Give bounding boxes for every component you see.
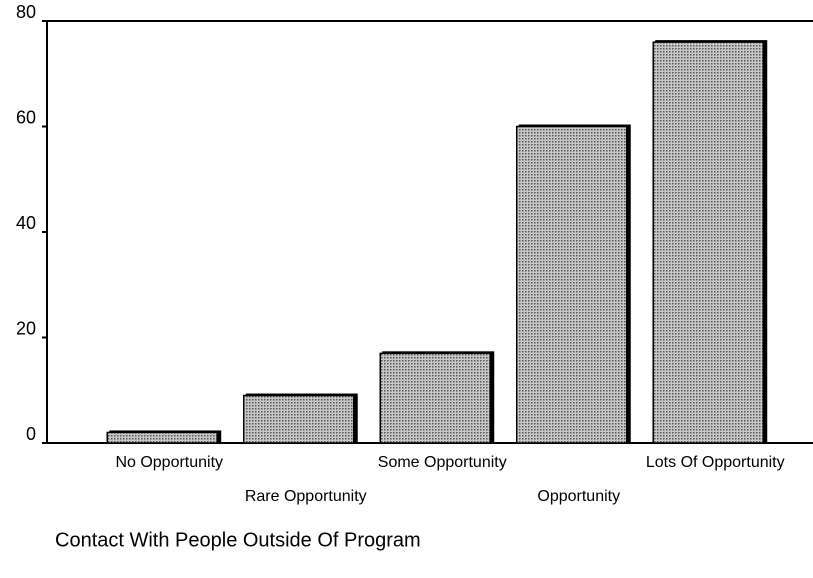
x-tick-label: Some Opportunity <box>378 454 507 471</box>
y-tick-label: 20 <box>16 318 36 338</box>
bar <box>106 431 218 444</box>
y-tick-label: 0 <box>26 424 36 444</box>
bar <box>652 41 764 444</box>
y-tick-label: 40 <box>16 213 36 233</box>
bar <box>379 352 491 444</box>
bar <box>243 394 355 444</box>
y-tick-label: 80 <box>16 2 36 22</box>
x-axis-title: Contact With People Outside Of Program <box>55 529 421 551</box>
x-tick-label: Rare Opportunity <box>245 488 367 505</box>
bar <box>516 125 628 444</box>
x-tick-label: Opportunity <box>537 488 620 505</box>
y-tick-label: 60 <box>16 107 36 127</box>
x-tick-label: Lots Of Opportunity <box>646 454 785 471</box>
x-tick-label: No Opportunity <box>115 454 223 471</box>
